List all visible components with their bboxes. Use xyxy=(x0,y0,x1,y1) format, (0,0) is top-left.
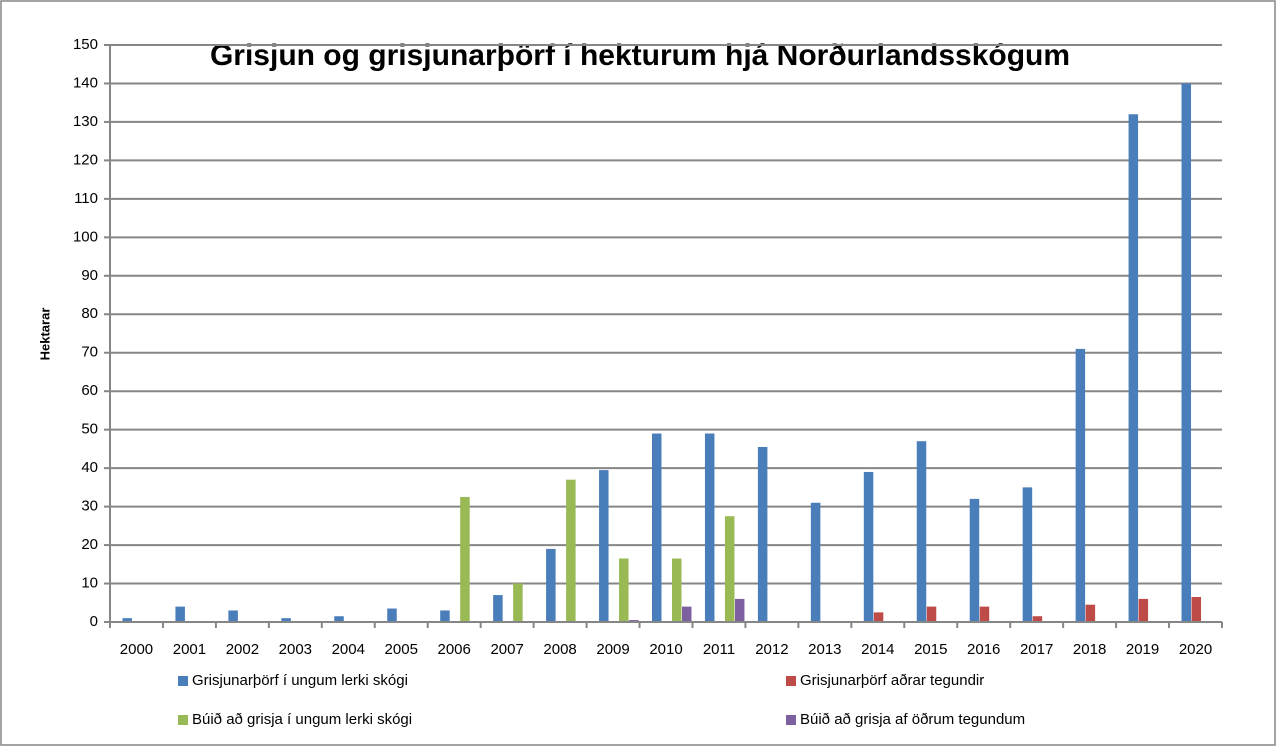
bar xyxy=(175,606,185,622)
bar xyxy=(979,606,990,622)
x-tick-label: 2020 xyxy=(1179,641,1212,658)
x-tick-label: 2009 xyxy=(596,641,629,658)
legend-label: Búið að grisja í ungum lerki skógi xyxy=(192,711,412,728)
bar xyxy=(546,548,556,622)
x-tick-label: 2000 xyxy=(120,641,153,658)
bar xyxy=(652,433,662,622)
legend-label: Grisjunarþörf í ungum lerki skógi xyxy=(192,672,408,689)
bar xyxy=(1085,604,1096,622)
x-tick-label: 2018 xyxy=(1073,641,1106,658)
bar xyxy=(757,446,768,622)
bar xyxy=(513,583,523,622)
bar xyxy=(1032,616,1043,622)
bar xyxy=(493,595,503,622)
x-tick-label: 2010 xyxy=(649,641,682,658)
x-tick-label: 2015 xyxy=(914,641,947,658)
bar xyxy=(1022,487,1033,622)
y-tick-label: 70 xyxy=(81,344,98,361)
x-tick-label: 2008 xyxy=(543,641,576,658)
bar xyxy=(281,618,291,622)
x-tick-label: 2007 xyxy=(490,641,523,658)
y-tick-label: 150 xyxy=(73,36,98,53)
bar xyxy=(566,479,576,622)
y-tick-label: 30 xyxy=(81,498,98,515)
x-tick-label: 2001 xyxy=(173,641,206,658)
y-tick-label: 140 xyxy=(73,74,98,91)
bar xyxy=(122,618,132,622)
x-tick-label: 2004 xyxy=(332,641,365,658)
x-tick-label: 2002 xyxy=(226,641,259,658)
y-tick-label: 0 xyxy=(90,613,98,630)
bar xyxy=(873,612,884,622)
bar xyxy=(724,516,735,622)
x-tick-label: 2014 xyxy=(861,641,894,658)
y-axis-label: Hektarar xyxy=(37,308,52,361)
y-tick-label: 110 xyxy=(74,190,98,207)
x-tick-label: 2012 xyxy=(755,641,788,658)
bar xyxy=(672,558,682,622)
legend-swatch xyxy=(786,676,796,686)
bar xyxy=(228,610,238,622)
y-tick-label: 130 xyxy=(73,113,98,130)
bar xyxy=(734,598,745,622)
bar xyxy=(1075,348,1086,622)
bar xyxy=(863,471,874,622)
bar xyxy=(334,616,344,622)
x-tick-label: 2011 xyxy=(703,641,735,658)
bar xyxy=(704,433,715,622)
bar xyxy=(387,608,397,622)
bar xyxy=(599,470,609,622)
y-tick-label: 10 xyxy=(81,575,98,592)
legend-swatch xyxy=(178,715,188,725)
legend-swatch xyxy=(178,676,188,686)
bar xyxy=(682,606,692,622)
x-tick-label: 2003 xyxy=(279,641,312,658)
y-tick-label: 120 xyxy=(73,151,98,168)
bar xyxy=(440,610,450,622)
chart-title: Grisjun og grisjunarþörf í hekturum hjá … xyxy=(210,39,1070,72)
y-tick-label: 50 xyxy=(81,421,98,438)
bar xyxy=(926,606,937,622)
bar xyxy=(460,496,470,622)
y-tick-label: 90 xyxy=(81,267,98,284)
x-tick-label: 2006 xyxy=(438,641,471,658)
bar xyxy=(916,441,927,622)
bar xyxy=(1191,596,1202,622)
legend-swatch xyxy=(786,715,796,725)
bar xyxy=(619,558,629,622)
x-tick-label: 2017 xyxy=(1020,641,1053,658)
x-tick-label: 2005 xyxy=(385,641,418,658)
y-tick-label: 60 xyxy=(81,382,98,399)
x-tick-label: 2013 xyxy=(808,641,841,658)
x-tick-label: 2016 xyxy=(967,641,1000,658)
y-tick-label: 40 xyxy=(81,459,98,476)
y-tick-label: 100 xyxy=(73,228,98,245)
x-tick-label: 2019 xyxy=(1126,641,1159,658)
legend-label: Grisjunarþörf aðrar tegundir xyxy=(800,672,984,689)
legend-label: Búið að grisja af öðrum tegundum xyxy=(800,711,1025,728)
y-tick-label: 20 xyxy=(81,536,98,553)
bar xyxy=(1181,83,1192,622)
bar xyxy=(1128,114,1139,623)
y-tick-label: 80 xyxy=(81,305,98,322)
bar xyxy=(810,502,821,622)
bar xyxy=(969,498,980,622)
bar xyxy=(1138,598,1149,622)
